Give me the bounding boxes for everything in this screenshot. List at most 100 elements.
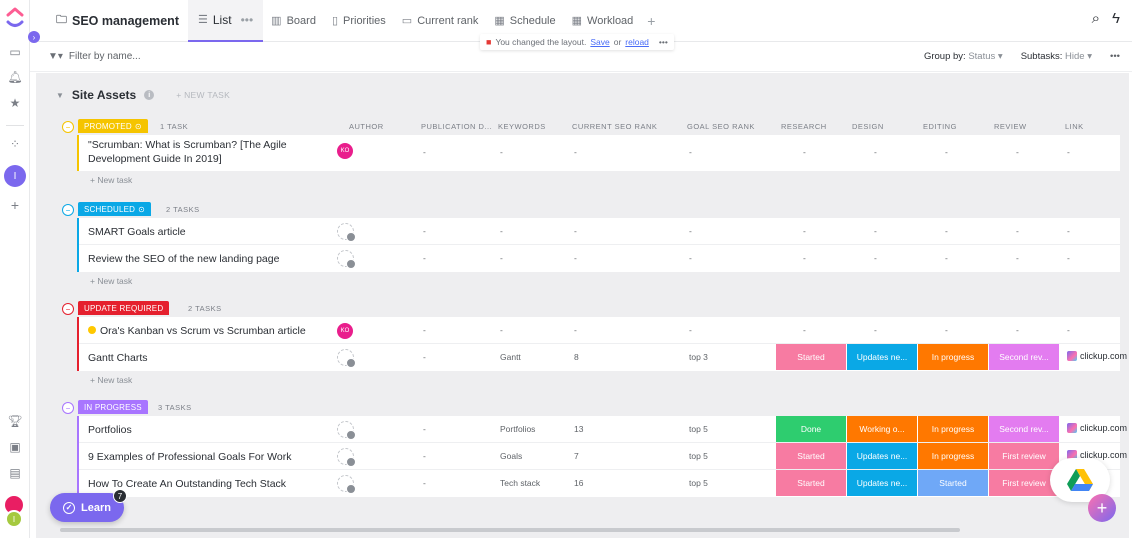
new-task-row[interactable]: + New task	[90, 276, 133, 286]
cell-current[interactable]: -	[574, 147, 577, 157]
horizontal-scrollbar[interactable]	[60, 528, 960, 532]
cell-research[interactable]: -	[803, 325, 806, 335]
briefcase-icon[interactable]: ▣	[9, 440, 21, 454]
cell-current[interactable]: 16	[574, 478, 584, 488]
link-cell[interactable]: clickup.com	[1067, 351, 1127, 361]
cell-pub[interactable]: -	[423, 325, 426, 335]
cell-editing[interactable]: -	[945, 226, 948, 236]
assign-author-icon[interactable]	[337, 448, 356, 467]
cell-link[interactable]: -	[1067, 253, 1070, 263]
cell-goal[interactable]: -	[689, 325, 692, 335]
column-header[interactable]: CURRENT SEO RANK	[572, 122, 658, 131]
cell-keywords[interactable]: -	[500, 226, 503, 236]
cell-pub[interactable]: -	[423, 424, 426, 434]
task-row[interactable]: 9 Examples of Professional Goals For Wor…	[79, 443, 1127, 470]
column-header[interactable]: KEYWORDS	[498, 122, 546, 131]
column-header[interactable]: EDITING	[923, 122, 957, 131]
cell-goal[interactable]: -	[689, 147, 692, 157]
link-cell[interactable]: clickup.com	[1067, 450, 1127, 460]
collapse-group-icon[interactable]: −	[62, 121, 74, 133]
more-options-icon[interactable]: •••	[1110, 51, 1120, 62]
cell-pub[interactable]: -	[423, 352, 426, 362]
cell-current[interactable]: 8	[574, 352, 579, 362]
save-link[interactable]: Save	[590, 37, 610, 47]
link-cell[interactable]: clickup.com	[1067, 423, 1127, 433]
status-cell-review[interactable]: Second rev...	[989, 344, 1059, 370]
cell-keywords[interactable]: Portfolios	[500, 424, 536, 434]
apps-icon[interactable]: ⁘	[9, 137, 21, 151]
status-badge[interactable]: UPDATE REQUIRED	[78, 301, 170, 315]
space-title[interactable]: 🗀︎ SEO management	[30, 11, 188, 30]
clickup-logo[interactable]	[5, 6, 25, 30]
status-badge[interactable]: PROMOTED ⊙	[78, 119, 148, 133]
tab-list[interactable]: ☰ List •••	[188, 0, 264, 42]
author-avatar[interactable]: KO	[337, 323, 353, 339]
task-row[interactable]: Gantt Charts - Gantt 8 top 3 Started Updates n…	[79, 344, 1127, 371]
column-header[interactable]: REVIEW	[994, 122, 1027, 131]
tab-current-rank[interactable]: ▭ Current rank	[394, 0, 487, 42]
cell-research[interactable]: -	[803, 147, 806, 157]
status-cell-editing[interactable]: In progress	[918, 416, 988, 442]
status-cell-editing[interactable]: In progress	[918, 443, 988, 469]
cell-review[interactable]: -	[1016, 253, 1019, 263]
user-avatar[interactable]: I	[5, 510, 23, 528]
cell-goal[interactable]: top 5	[689, 478, 708, 488]
assign-author-icon[interactable]	[337, 250, 356, 269]
cell-keywords[interactable]: -	[500, 325, 503, 335]
tab-workload[interactable]: ▦ Workload	[564, 0, 642, 42]
task-name[interactable]: SMART Goals article	[88, 225, 323, 239]
filter-input[interactable]: ▼▾ Filter by name...	[30, 51, 141, 62]
group-by-dropdown[interactable]: Group by: Status ▾	[924, 51, 1003, 62]
reload-link[interactable]: reload	[625, 37, 649, 47]
assign-author-icon[interactable]	[337, 349, 356, 368]
cell-link[interactable]: -	[1067, 226, 1070, 236]
cell-research[interactable]: -	[803, 226, 806, 236]
task-name[interactable]: Portfolios	[88, 423, 323, 437]
status-cell-design[interactable]: Updates ne...	[847, 443, 917, 469]
cell-keywords[interactable]: -	[500, 147, 503, 157]
search-icon[interactable]: ⌕	[1091, 10, 1101, 27]
list-title[interactable]: Site Assets	[71, 88, 137, 102]
new-task-row[interactable]: + New task	[90, 375, 133, 385]
collapse-list-icon[interactable]: ▼	[56, 90, 64, 100]
status-cell-editing[interactable]: Started	[918, 470, 988, 496]
cell-current[interactable]: -	[574, 253, 577, 263]
cell-keywords[interactable]: Goals	[500, 451, 523, 461]
cell-link[interactable]: -	[1067, 147, 1070, 157]
task-name[interactable]: Review the SEO of the new landing page	[88, 252, 323, 266]
task-row[interactable]: SMART Goals article - - - - - - - - -	[79, 218, 1120, 245]
task-row[interactable]: How To Create An Outstanding Tech Stack -…	[79, 470, 1120, 497]
status-cell-editing[interactable]: In progress	[918, 344, 988, 370]
status-cell-review[interactable]: First review	[989, 470, 1059, 496]
status-cell-research[interactable]: Started	[776, 344, 846, 370]
star-icon[interactable]: ★	[9, 96, 21, 110]
task-name[interactable]: "Scrumban: What is Scrumban? [The Agile …	[88, 138, 323, 166]
task-name[interactable]: Gantt Charts	[88, 351, 323, 365]
cell-design[interactable]: -	[874, 325, 877, 335]
cell-current[interactable]: 13	[574, 424, 584, 434]
cell-current[interactable]: -	[574, 325, 577, 335]
cell-editing[interactable]: -	[945, 147, 948, 157]
cell-pub[interactable]: -	[423, 147, 426, 157]
cell-goal[interactable]: top 5	[689, 451, 708, 461]
status-edit-icon[interactable]: ⊙	[134, 121, 142, 131]
cell-pub[interactable]: -	[423, 478, 426, 488]
tab-more-icon[interactable]: •••	[240, 12, 254, 27]
tab-board[interactable]: ▥ Board	[263, 0, 324, 42]
column-header[interactable]: LINK	[1065, 122, 1084, 131]
status-cell-review[interactable]: Second rev...	[989, 416, 1059, 442]
cell-design[interactable]: -	[874, 253, 877, 263]
learn-button[interactable]: ✓ Learn	[50, 493, 124, 522]
cell-editing[interactable]: -	[945, 325, 948, 335]
cell-current[interactable]: 7	[574, 451, 579, 461]
cell-research[interactable]: -	[803, 253, 806, 263]
lightning-icon[interactable]: ϟ	[1112, 10, 1120, 27]
cell-pub[interactable]: -	[423, 226, 426, 236]
cell-pub[interactable]: -	[423, 253, 426, 263]
cell-goal[interactable]: top 3	[689, 352, 708, 362]
cell-review[interactable]: -	[1016, 226, 1019, 236]
tab-priorities[interactable]: ▯ Priorities	[324, 0, 394, 42]
trophy-icon[interactable]: 🏆︎	[7, 414, 23, 428]
task-row[interactable]: Portfolios - Portfolios 13 top 5 Done Working …	[79, 416, 1127, 443]
status-cell-research[interactable]: Done	[776, 416, 846, 442]
